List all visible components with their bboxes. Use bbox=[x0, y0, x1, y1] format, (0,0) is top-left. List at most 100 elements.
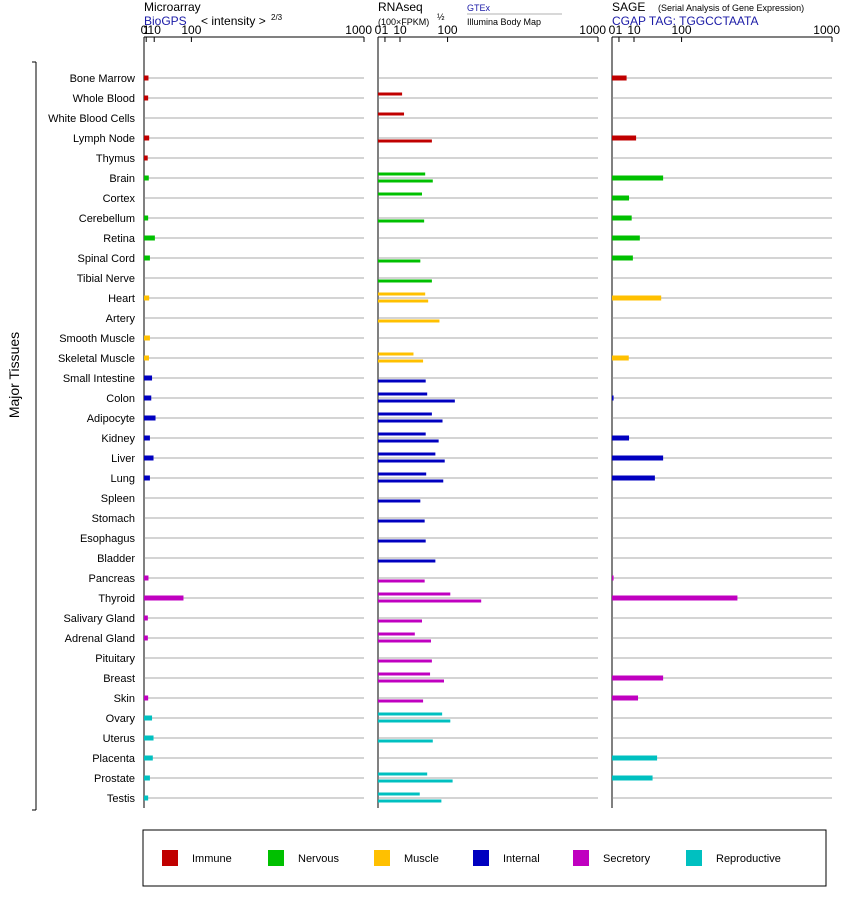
expression-bar bbox=[378, 419, 443, 423]
expression-bar bbox=[144, 335, 150, 341]
tissue-label: Skin bbox=[114, 693, 135, 705]
expression-bar bbox=[144, 475, 150, 481]
expression-bar bbox=[144, 235, 155, 241]
tissue-label: Bone Marrow bbox=[70, 73, 135, 85]
expression-bar bbox=[612, 135, 637, 141]
expression-bar bbox=[378, 432, 426, 436]
tissue-label: Colon bbox=[106, 393, 135, 405]
expression-bar bbox=[144, 255, 150, 261]
expression-bar bbox=[378, 719, 451, 723]
tissue-label: Adrenal Gland bbox=[65, 633, 135, 645]
expression-bar bbox=[612, 75, 627, 81]
tissue-label: Breast bbox=[103, 673, 135, 685]
expression-bar bbox=[378, 319, 440, 323]
expression-bar bbox=[378, 392, 428, 396]
legend-swatch bbox=[162, 850, 178, 866]
legend-swatch bbox=[686, 850, 702, 866]
expression-bar bbox=[378, 172, 426, 176]
expression-bar bbox=[612, 235, 640, 241]
tissue-label: Retina bbox=[103, 233, 136, 245]
legend-swatch bbox=[573, 850, 589, 866]
expression-bar bbox=[378, 112, 405, 116]
expression-bar bbox=[378, 179, 433, 183]
expression-bar bbox=[612, 215, 632, 221]
expression-bar bbox=[144, 735, 154, 741]
expression-bar bbox=[144, 215, 149, 221]
expression-bar bbox=[612, 475, 655, 481]
expression-bar bbox=[378, 592, 451, 596]
expression-bar bbox=[378, 619, 422, 623]
tick-label: 1000 bbox=[345, 23, 372, 37]
expression-bar bbox=[378, 472, 427, 476]
tick-label: 100 bbox=[181, 23, 201, 37]
tissue-label: Cerebellum bbox=[79, 213, 135, 225]
expression-bar bbox=[378, 519, 425, 523]
tick-label: 1 bbox=[382, 23, 389, 37]
tissue-label: Spleen bbox=[101, 493, 135, 505]
expression-bar bbox=[144, 75, 149, 81]
rnaseq-axis-label: (100×FPKM) bbox=[378, 17, 429, 27]
expression-bar bbox=[144, 715, 153, 721]
expression-bar bbox=[612, 355, 629, 361]
expression-bar bbox=[378, 352, 414, 356]
microarray-axis-label: < intensity > bbox=[201, 14, 266, 28]
legend-swatch bbox=[374, 850, 390, 866]
expression-bar bbox=[612, 575, 614, 581]
tissue-label: Thyroid bbox=[98, 593, 135, 605]
tissue-label: Spinal Cord bbox=[78, 253, 135, 265]
tick-label: 0 bbox=[375, 23, 382, 37]
expression-bar bbox=[378, 439, 439, 443]
expression-bar bbox=[612, 295, 662, 301]
tissue-label: Pancreas bbox=[89, 573, 136, 585]
expression-bar bbox=[144, 795, 149, 801]
tissue-label: Prostate bbox=[94, 773, 135, 785]
tick-label: 10 bbox=[148, 23, 162, 37]
tissue-label: Pituitary bbox=[95, 653, 135, 665]
expression-bar bbox=[144, 175, 149, 181]
expression-bar bbox=[378, 399, 455, 403]
expression-bar bbox=[378, 299, 429, 303]
tissue-label: Artery bbox=[106, 313, 136, 325]
expression-bar bbox=[378, 219, 425, 223]
rnaseq-title: RNAseq bbox=[378, 0, 423, 14]
legend-label: Reproductive bbox=[716, 853, 781, 865]
expression-bar bbox=[378, 659, 432, 663]
expression-bar bbox=[612, 775, 653, 781]
expression-bar bbox=[378, 139, 432, 143]
tick-label: 1000 bbox=[813, 23, 840, 37]
tissue-label: White Blood Cells bbox=[48, 113, 135, 125]
expression-bar bbox=[378, 579, 425, 583]
y-axis-label: Major Tissues bbox=[6, 332, 22, 418]
expression-bar bbox=[144, 755, 153, 761]
tissue-label: Whole Blood bbox=[73, 93, 135, 105]
expression-bar bbox=[378, 412, 432, 416]
expression-bar bbox=[378, 712, 443, 716]
expression-bar bbox=[612, 695, 639, 701]
tissue-label: Lung bbox=[111, 473, 135, 485]
tissue-label: Smooth Muscle bbox=[59, 333, 135, 345]
tissue-label: Heart bbox=[108, 293, 135, 305]
expression-bar bbox=[144, 95, 149, 101]
expression-bar bbox=[378, 192, 422, 196]
expression-bar bbox=[378, 452, 436, 456]
legend-swatch bbox=[268, 850, 284, 866]
legend-label: Immune bbox=[192, 853, 232, 865]
tissue-label: Skeletal Muscle bbox=[58, 353, 135, 365]
expression-bar bbox=[144, 355, 149, 361]
expression-bar bbox=[378, 672, 431, 676]
expression-bar bbox=[144, 415, 156, 421]
expression-bar bbox=[612, 395, 614, 401]
expression-bar bbox=[144, 695, 149, 701]
tick-label: 100 bbox=[438, 23, 458, 37]
expression-bar bbox=[144, 295, 150, 301]
tissue-label: Esophagus bbox=[80, 533, 136, 545]
tissue-label: Thymus bbox=[96, 153, 136, 165]
expression-bar bbox=[144, 155, 148, 161]
expression-bar bbox=[144, 395, 152, 401]
cgap-tag-subtitle: CGAP TAG: TGGCCTAATA bbox=[612, 14, 758, 28]
sage-subtitle-note: (Serial Analysis of Gene Expression) bbox=[658, 3, 804, 13]
tissue-label: Adipocyte bbox=[87, 413, 135, 425]
tick-label: 1 bbox=[143, 23, 150, 37]
expression-bar bbox=[378, 359, 424, 363]
expression-bar bbox=[378, 779, 453, 783]
